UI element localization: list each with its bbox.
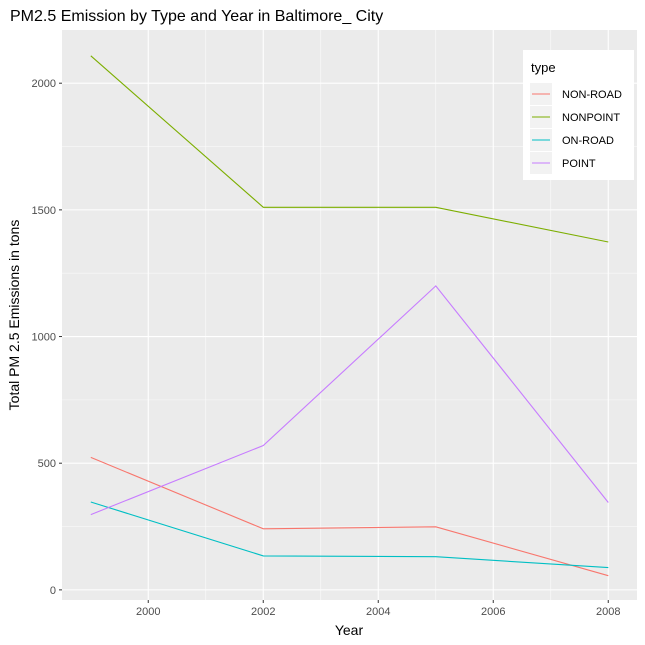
y-tick-label: 1500: [32, 205, 56, 217]
legend-label-point: POINT: [562, 158, 596, 170]
legend-label-non-road: NON-ROAD: [562, 89, 622, 101]
x-axis-title: Year: [335, 622, 364, 638]
x-tick-label: 2002: [251, 606, 275, 618]
x-tick-label: 2008: [596, 606, 620, 618]
legend-label-nonpoint: NONPOINT: [562, 112, 620, 124]
series-lines: [90, 55, 609, 577]
legend: type NON-ROAD NONPOINT ON-ROAD POINT: [523, 50, 634, 180]
series-line-non-road: [90, 456, 609, 577]
x-tick-label: 2006: [481, 606, 505, 618]
y-axis-title: Total PM 2.5 Emissions in tons: [6, 220, 22, 411]
y-tick-label: 500: [38, 458, 56, 470]
y-axis: 0 500 1000 1500 2000: [32, 78, 62, 597]
y-tick-label: 2000: [32, 78, 56, 90]
legend-label-on-road: ON-ROAD: [562, 135, 614, 147]
series-line-nonpoint: [90, 55, 609, 243]
x-axis: 2000 2002 2004 2006 2008: [136, 600, 620, 618]
x-tick-label: 2004: [366, 606, 390, 618]
series-line-on-road: [90, 501, 609, 569]
chart-title: PM2.5 Emission by Type and Year in Balti…: [10, 8, 383, 25]
series-line-point: [90, 285, 609, 516]
legend-title: type: [531, 60, 556, 75]
x-tick-label: 2000: [136, 606, 160, 618]
y-tick-label: 0: [50, 585, 56, 597]
y-tick-label: 1000: [32, 332, 56, 344]
